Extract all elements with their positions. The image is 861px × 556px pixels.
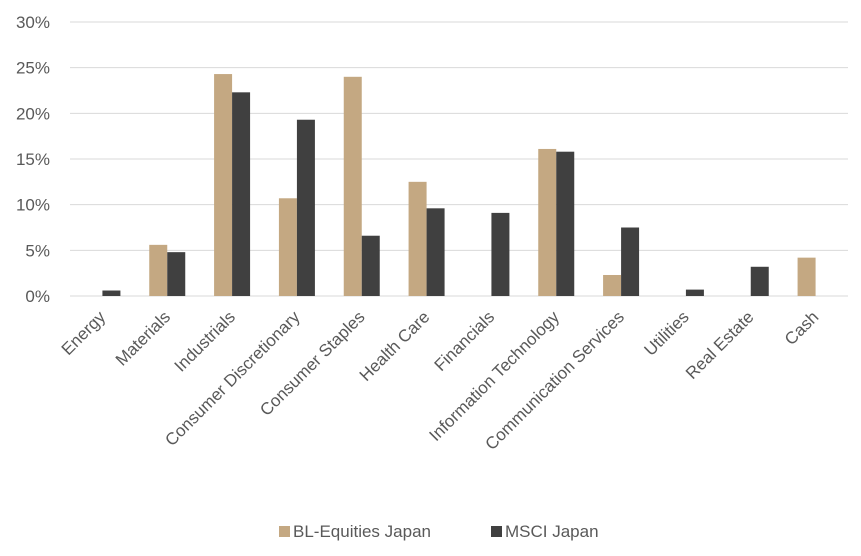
bar-msci-japan [296, 119, 315, 296]
bars [102, 74, 816, 297]
bar-bl-equities-japan [343, 76, 362, 296]
y-tick-label: 5% [25, 241, 50, 260]
bar-msci-japan [167, 252, 186, 296]
gridlines [70, 21, 848, 297]
x-category-label: Communication Services [482, 307, 628, 453]
legend-label: BL-Equities Japan [293, 522, 431, 541]
y-tick-label: 25% [16, 59, 50, 78]
y-tick-label: 0% [25, 287, 50, 306]
bar-bl-equities-japan [797, 257, 816, 296]
bar-msci-japan [750, 266, 769, 296]
legend-swatch [279, 526, 290, 537]
bar-msci-japan [102, 290, 121, 296]
y-tick-label: 15% [16, 150, 50, 169]
bar-bl-equities-japan [278, 198, 297, 296]
bar-bl-equities-japan [603, 274, 622, 296]
x-category-label: Energy [58, 307, 110, 359]
y-tick-label: 30% [16, 13, 50, 32]
x-category-label: Utilities [641, 307, 693, 359]
bar-msci-japan [361, 235, 380, 296]
bar-bl-equities-japan [214, 74, 233, 296]
y-axis-tick-labels: 0% 5% 10% 15% 20% 25% 30% [16, 13, 50, 306]
bar-msci-japan [556, 151, 575, 296]
bar-msci-japan [426, 208, 445, 296]
x-category-label: Cash [781, 307, 822, 348]
bar-msci-japan [685, 289, 704, 296]
y-tick-label: 10% [16, 196, 50, 215]
bar-bl-equities-japan [408, 181, 427, 296]
bar-msci-japan [491, 212, 510, 296]
x-category-label: Financials [431, 307, 499, 375]
bar-msci-japan [232, 92, 251, 297]
x-category-label: Real Estate [682, 307, 758, 383]
x-category-label: Health Care [356, 307, 434, 385]
x-category-label: Information Technology [426, 307, 564, 445]
bar-msci-japan [621, 227, 640, 296]
legend-label: MSCI Japan [505, 522, 599, 541]
legend: BL-Equities Japan MSCI Japan [279, 522, 599, 541]
legend-swatch [491, 526, 502, 537]
bar-bl-equities-japan [149, 244, 168, 296]
x-category-label: Materials [112, 307, 174, 369]
x-category-label: Consumer Discretionary [161, 307, 304, 450]
bar-bl-equities-japan [538, 148, 557, 296]
x-category-label: Industrials [171, 307, 239, 375]
y-tick-label: 20% [16, 104, 50, 123]
